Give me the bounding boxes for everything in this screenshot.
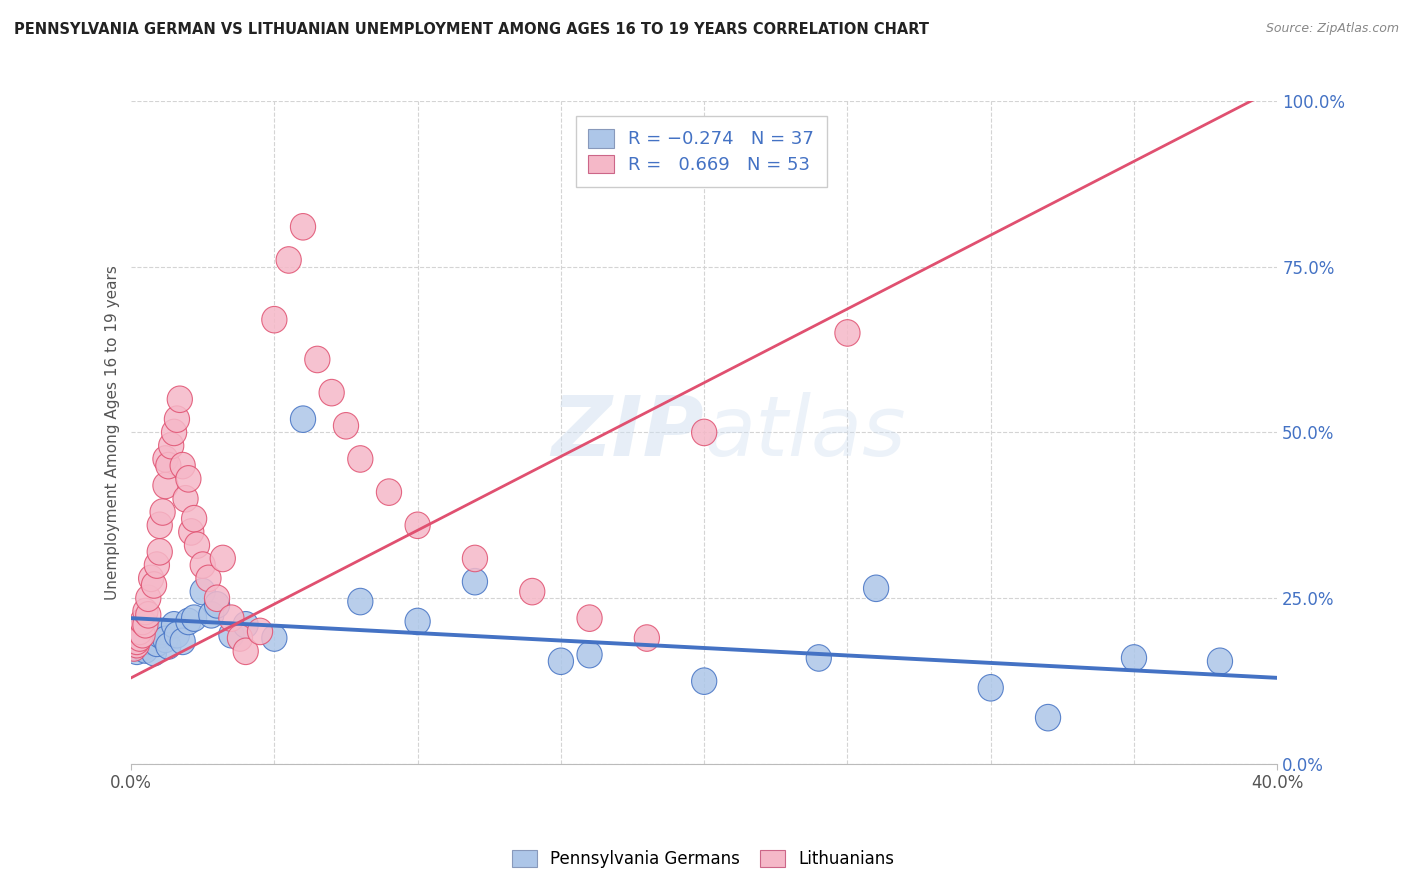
Ellipse shape	[228, 624, 253, 651]
Ellipse shape	[165, 622, 190, 648]
Ellipse shape	[204, 591, 229, 618]
Ellipse shape	[184, 532, 209, 558]
Ellipse shape	[162, 612, 187, 638]
Ellipse shape	[233, 612, 259, 638]
Ellipse shape	[173, 485, 198, 512]
Ellipse shape	[233, 638, 259, 665]
Y-axis label: Unemployment Among Ages 16 to 19 years: Unemployment Among Ages 16 to 19 years	[105, 265, 120, 599]
Ellipse shape	[219, 605, 245, 632]
Ellipse shape	[692, 419, 717, 446]
Ellipse shape	[1122, 645, 1147, 671]
Ellipse shape	[135, 601, 160, 628]
Ellipse shape	[190, 578, 215, 605]
Ellipse shape	[979, 674, 1004, 701]
Ellipse shape	[1035, 705, 1060, 731]
Ellipse shape	[1208, 648, 1233, 674]
Ellipse shape	[195, 566, 221, 591]
Ellipse shape	[148, 622, 173, 648]
Ellipse shape	[124, 632, 149, 658]
Ellipse shape	[179, 518, 204, 545]
Ellipse shape	[121, 635, 146, 661]
Ellipse shape	[333, 412, 359, 439]
Ellipse shape	[129, 622, 155, 648]
Ellipse shape	[148, 512, 173, 539]
Ellipse shape	[576, 641, 602, 668]
Ellipse shape	[291, 213, 315, 240]
Ellipse shape	[167, 386, 193, 412]
Ellipse shape	[132, 637, 157, 664]
Ellipse shape	[209, 545, 235, 572]
Ellipse shape	[150, 499, 176, 525]
Ellipse shape	[145, 630, 170, 657]
Ellipse shape	[165, 406, 190, 433]
Ellipse shape	[127, 624, 152, 651]
Ellipse shape	[247, 618, 273, 645]
Ellipse shape	[150, 618, 176, 645]
Ellipse shape	[153, 472, 179, 499]
Ellipse shape	[347, 446, 373, 472]
Ellipse shape	[129, 635, 155, 661]
Ellipse shape	[121, 635, 146, 661]
Ellipse shape	[548, 648, 574, 674]
Ellipse shape	[181, 506, 207, 532]
Ellipse shape	[129, 608, 155, 635]
Ellipse shape	[176, 608, 201, 635]
Text: PENNSYLVANIA GERMAN VS LITHUANIAN UNEMPLOYMENT AMONG AGES 16 TO 19 YEARS CORRELA: PENNSYLVANIA GERMAN VS LITHUANIAN UNEMPL…	[14, 22, 929, 37]
Ellipse shape	[377, 479, 402, 506]
Ellipse shape	[190, 552, 215, 578]
Ellipse shape	[347, 589, 373, 615]
Ellipse shape	[135, 628, 160, 655]
Ellipse shape	[262, 307, 287, 333]
Ellipse shape	[305, 346, 330, 373]
Ellipse shape	[156, 632, 181, 659]
Ellipse shape	[219, 622, 245, 648]
Ellipse shape	[405, 608, 430, 635]
Ellipse shape	[463, 545, 488, 572]
Ellipse shape	[806, 645, 831, 671]
Ellipse shape	[153, 626, 179, 653]
Text: atlas: atlas	[704, 392, 905, 473]
Ellipse shape	[162, 419, 187, 446]
Ellipse shape	[127, 618, 152, 645]
Ellipse shape	[520, 578, 546, 605]
Ellipse shape	[863, 575, 889, 601]
Ellipse shape	[170, 452, 195, 479]
Legend: Pennsylvania Germans, Lithuanians: Pennsylvania Germans, Lithuanians	[505, 843, 901, 875]
Ellipse shape	[405, 512, 430, 539]
Ellipse shape	[692, 668, 717, 695]
Ellipse shape	[127, 632, 152, 658]
Ellipse shape	[181, 605, 207, 632]
Ellipse shape	[576, 605, 602, 632]
Ellipse shape	[276, 247, 301, 273]
Ellipse shape	[291, 406, 315, 433]
Ellipse shape	[204, 585, 229, 612]
Ellipse shape	[176, 466, 201, 492]
Ellipse shape	[835, 319, 860, 346]
Ellipse shape	[132, 612, 157, 638]
Ellipse shape	[139, 624, 163, 651]
Ellipse shape	[124, 638, 149, 665]
Ellipse shape	[463, 568, 488, 595]
Legend: R = −0.274   N = 37, R =   0.669   N = 53: R = −0.274 N = 37, R = 0.669 N = 53	[575, 117, 827, 186]
Ellipse shape	[148, 539, 173, 566]
Ellipse shape	[170, 628, 195, 655]
Ellipse shape	[135, 585, 160, 612]
Ellipse shape	[262, 624, 287, 651]
Ellipse shape	[124, 628, 149, 655]
Ellipse shape	[145, 552, 170, 578]
Ellipse shape	[156, 452, 181, 479]
Ellipse shape	[198, 601, 224, 628]
Ellipse shape	[139, 566, 163, 591]
Text: Source: ZipAtlas.com: Source: ZipAtlas.com	[1265, 22, 1399, 36]
Ellipse shape	[132, 599, 157, 624]
Ellipse shape	[159, 433, 184, 459]
Ellipse shape	[142, 572, 167, 599]
Ellipse shape	[153, 446, 179, 472]
Ellipse shape	[319, 379, 344, 406]
Ellipse shape	[142, 640, 167, 666]
Ellipse shape	[634, 624, 659, 651]
Text: ZIP: ZIP	[551, 392, 704, 473]
